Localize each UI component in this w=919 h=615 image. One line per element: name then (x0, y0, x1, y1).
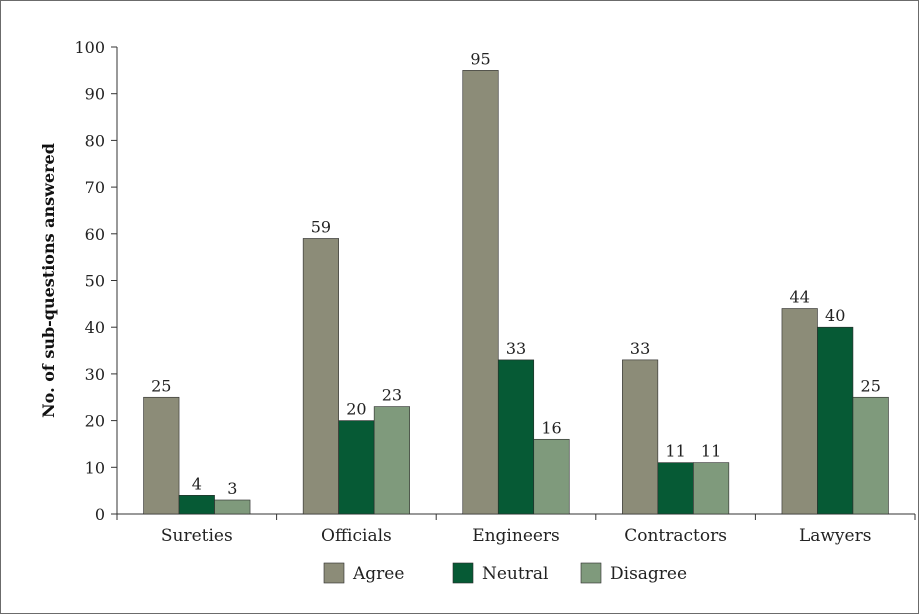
legend-swatch-disagree (580, 562, 602, 584)
data-label: 25 (151, 376, 171, 395)
x-category-label: Sureties (161, 526, 233, 546)
legend-label-neutral: Neutral (482, 564, 548, 584)
legend-swatch-agree (323, 562, 345, 584)
y-tick-label: 90 (85, 85, 105, 104)
y-tick-label: 70 (85, 178, 105, 197)
bar-disagree-officials (373, 406, 410, 515)
data-label: 11 (665, 442, 685, 461)
legend: Agree Neutral Disagree (323, 562, 687, 584)
data-label: 33 (506, 339, 526, 358)
legend-label-agree: Agree (352, 564, 404, 584)
data-label: 23 (382, 386, 402, 405)
y-tick-label: 80 (85, 131, 105, 150)
data-label: 4 (192, 474, 202, 493)
x-category-label: Lawyers (799, 526, 872, 546)
bar-neutral-officials (338, 420, 375, 515)
bars (143, 70, 889, 515)
bar-agree-engineers (462, 70, 499, 515)
y-tick-label: 20 (85, 412, 105, 431)
data-label: 44 (790, 288, 810, 307)
data-label: 40 (825, 306, 845, 325)
data-label: 3 (227, 479, 237, 498)
data-label: 20 (346, 400, 366, 419)
bar-agree-contractors (622, 359, 659, 515)
y-tick-label: 60 (85, 225, 105, 244)
y-axis: 0 10 20 30 40 50 60 70 80 90 100 (74, 38, 118, 524)
x-category-label: Engineers (472, 526, 560, 546)
bar-agree-lawyers (781, 308, 818, 515)
data-label: 16 (541, 418, 561, 437)
legend-label-disagree: Disagree (610, 564, 687, 584)
data-label: 11 (701, 442, 721, 461)
y-tick-label: 100 (74, 38, 105, 57)
data-label: 59 (311, 217, 331, 236)
y-tick-label: 30 (85, 365, 105, 384)
legend-swatch-neutral (452, 562, 474, 584)
x-category-label: Contractors (624, 526, 727, 546)
data-label: 95 (470, 49, 490, 68)
bar-neutral-sureties (178, 495, 215, 515)
bar-disagree-engineers (533, 438, 570, 515)
data-labels: 25 4 3 59 20 23 95 33 16 33 11 11 44 40 25 (151, 49, 881, 498)
bar-agree-sureties (143, 396, 180, 515)
data-label: 25 (861, 376, 881, 395)
bar-neutral-contractors (657, 462, 694, 515)
bar-disagree-sureties (214, 499, 251, 515)
bar-disagree-contractors (693, 462, 730, 515)
y-tick-label: 50 (85, 272, 105, 291)
bar-neutral-lawyers (817, 326, 854, 515)
bar-neutral-engineers (497, 359, 535, 515)
x-axis: Sureties Officials Engineers Contractors Law… (116, 513, 916, 546)
bar-disagree-lawyers (852, 396, 889, 515)
bar-agree-officials (302, 238, 339, 515)
y-axis-title: No. of sub-questions answered (39, 143, 58, 418)
data-label: 33 (630, 339, 650, 358)
y-tick-label: 0 (95, 505, 105, 524)
x-category-label: Officials (321, 526, 392, 546)
y-tick-label: 10 (85, 458, 105, 477)
y-tick-label: 40 (85, 318, 105, 337)
